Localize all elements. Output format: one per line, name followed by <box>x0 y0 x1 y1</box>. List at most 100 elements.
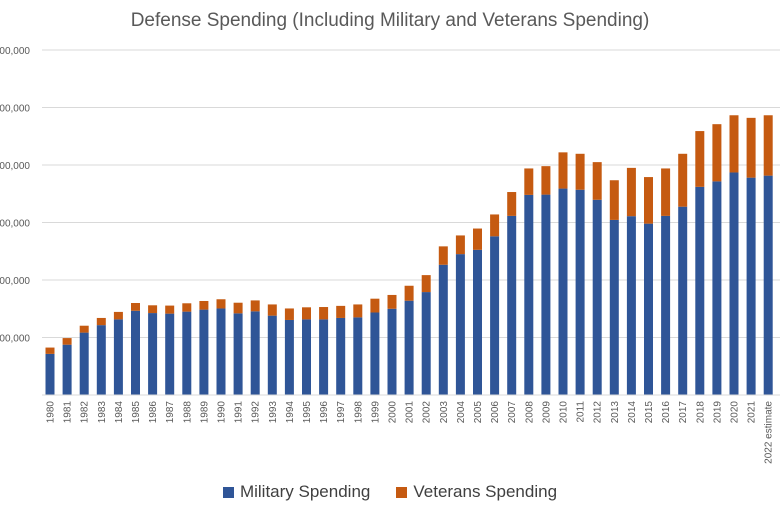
x-tick-label: 2009 <box>541 401 552 424</box>
bar-veterans-2016 <box>661 168 671 216</box>
bar-veterans-2014 <box>626 167 636 217</box>
bar-military-1988 <box>182 311 192 395</box>
bar-veterans-1997 <box>336 305 346 318</box>
bar-military-1985 <box>131 310 140 395</box>
x-tick-label: 2020 <box>730 401 741 424</box>
bar-military-1986 <box>148 313 158 395</box>
legend-item-veterans: Veterans Spending <box>396 482 557 502</box>
bar-military-1982 <box>79 332 89 395</box>
legend-label-military: Military Spending <box>239 482 371 501</box>
x-tick-label: 1996 <box>319 401 330 424</box>
x-tick-label: 2014 <box>627 401 638 424</box>
x-tick-label: 1990 <box>217 401 228 424</box>
x-tick-label: 1980 <box>46 401 57 424</box>
legend-swatch-veterans <box>396 486 408 498</box>
bar-military-2006 <box>490 236 500 395</box>
x-tick-label: 2022 estimate <box>764 401 775 464</box>
bar-veterans-2008 <box>524 168 534 195</box>
x-tick-label: 1998 <box>353 401 364 424</box>
bar-veterans-1992 <box>250 300 260 312</box>
bar-military-1999 <box>370 312 380 395</box>
chart-title: Defense Spending (Including Military and… <box>130 10 650 31</box>
x-tick-label: 2000 <box>388 401 399 424</box>
bar-military-2018 <box>695 186 705 395</box>
bar-military-1983 <box>96 325 106 395</box>
y-tick-label: 1,000,000 <box>0 104 30 115</box>
bar-veterans-2013 <box>609 180 619 220</box>
bar-military-2012 <box>592 199 602 395</box>
bar-military-2013 <box>609 219 619 395</box>
bar-veterans-2001 <box>404 285 414 301</box>
bar-veterans-1999 <box>370 298 380 313</box>
bar-military-2019 <box>712 181 722 395</box>
bar-military-2008 <box>524 194 534 395</box>
bar-veterans-1988 <box>182 303 192 312</box>
x-tick-label: 1989 <box>199 401 210 424</box>
x-tick-label: 2003 <box>439 401 450 424</box>
x-tick-label: 2012 <box>593 401 604 424</box>
bar-veterans-1987 <box>165 305 175 314</box>
bar-military-1995 <box>302 319 311 395</box>
bar-veterans-1986 <box>148 305 158 314</box>
x-tick-label: 1981 <box>63 401 74 424</box>
bar-veterans-1983 <box>96 317 106 326</box>
bar-veterans-1991 <box>233 302 243 314</box>
bar-military-1989 <box>199 309 209 395</box>
bar-military-2015 <box>644 223 653 395</box>
bar-veterans-2010 <box>558 152 568 189</box>
bar-veterans-1995 <box>302 307 311 320</box>
y-tick-label: 200,000 <box>0 334 30 345</box>
x-tick-label: 2005 <box>473 401 484 424</box>
bar-military-1991 <box>233 313 243 395</box>
bar-military-2009 <box>541 194 551 395</box>
x-tick-label: 1999 <box>370 401 381 424</box>
bar-veterans-1993 <box>267 304 277 316</box>
bar-veterans-2015 <box>644 177 653 224</box>
x-tick-label: 1995 <box>302 401 313 424</box>
bar-military-2002 <box>421 292 431 395</box>
x-tick-label: 2021 <box>747 401 758 424</box>
bar-veterans-2020 <box>729 115 739 173</box>
bar-veterans-2021 <box>746 117 756 178</box>
bar-veterans-2012 <box>592 162 602 200</box>
x-tick-label: 1984 <box>114 401 125 424</box>
bar-veterans-1982 <box>79 325 89 333</box>
bar-veterans-1990 <box>216 299 226 309</box>
x-tick-label: 1993 <box>268 401 279 424</box>
bar-veterans-2002 <box>421 275 431 293</box>
bar-military-1990 <box>216 308 226 395</box>
x-tick-label: 2004 <box>456 401 467 424</box>
bar-veterans-2000 <box>387 294 397 309</box>
bar-military-2005 <box>473 249 482 395</box>
bar-military-1998 <box>353 317 363 395</box>
bar-veterans-2018 <box>695 131 705 187</box>
bar-military-2000 <box>387 308 397 395</box>
bar-veterans-2003 <box>438 246 448 265</box>
x-tick-label: 1987 <box>165 401 176 424</box>
bar-military-2021 <box>746 177 756 395</box>
bar-military-2014 <box>626 216 636 395</box>
bar-veterans-2004 <box>455 235 465 255</box>
x-tick-label: 1986 <box>148 401 159 424</box>
legend-label-veterans: Veterans Spending <box>413 482 558 501</box>
bar-veterans-1981 <box>62 338 72 345</box>
x-tick-label: 2010 <box>559 401 570 424</box>
bar-military-2011 <box>575 189 585 395</box>
bar-veterans-2006 <box>490 214 500 237</box>
y-tick-label: 1,200,000 <box>0 46 30 57</box>
x-tick-label: 1991 <box>234 401 245 424</box>
bar-veterans-1985 <box>131 303 140 311</box>
x-tick-label: 2008 <box>524 401 535 424</box>
x-tick-label: 2001 <box>405 401 416 424</box>
x-tick-label: 2002 <box>422 401 433 424</box>
bar-military-2016 <box>661 215 671 395</box>
bar-military-2020 <box>729 172 739 395</box>
bar-military-2007 <box>507 215 517 395</box>
bar-veterans-2005 <box>473 228 482 250</box>
x-tick-label: 2016 <box>661 401 672 424</box>
bar-military-1981 <box>62 344 72 395</box>
bars <box>45 115 773 395</box>
bar-military-1987 <box>165 313 175 395</box>
bar-military-1980 <box>45 353 55 395</box>
